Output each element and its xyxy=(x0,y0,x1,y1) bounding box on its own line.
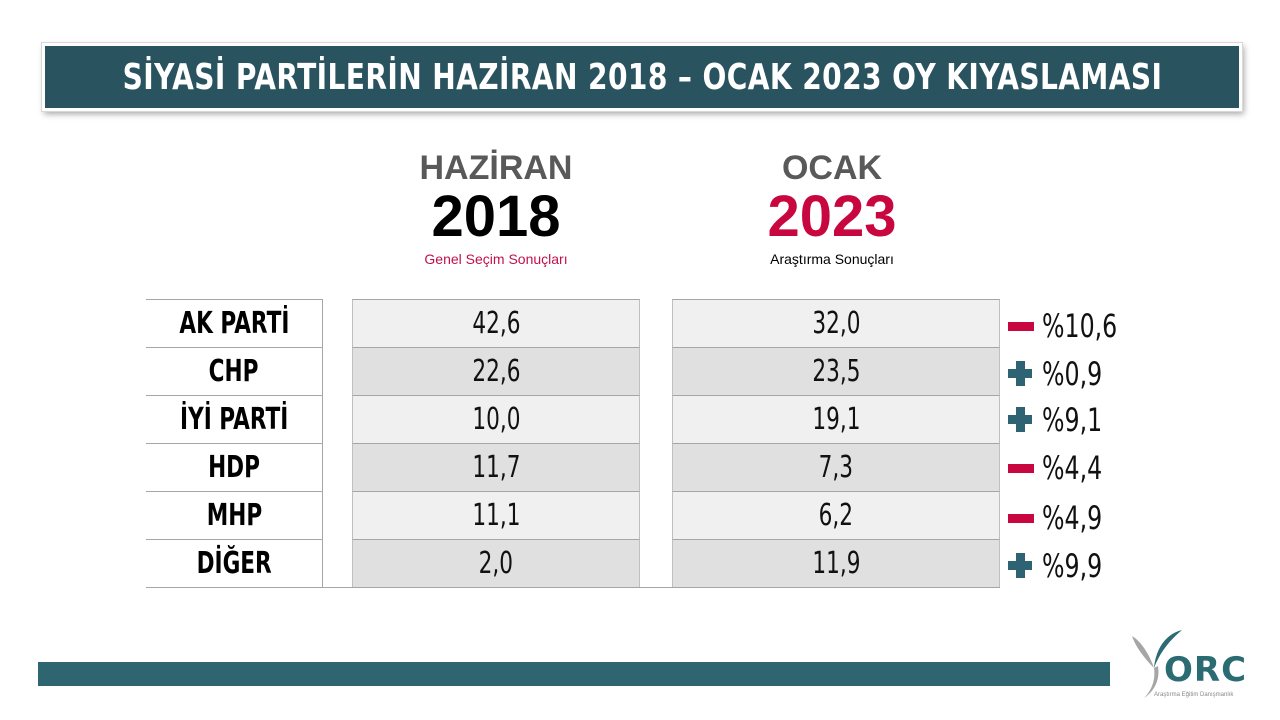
value-2023: 11,9 xyxy=(672,539,1000,587)
change-indicator: %9,1 xyxy=(1008,396,1123,444)
spacer xyxy=(322,443,352,491)
change-value: %9,1 xyxy=(1042,401,1103,439)
spacer xyxy=(640,443,672,491)
change-indicator: %4,4 xyxy=(1008,444,1123,492)
value-2018: 2,0 xyxy=(352,539,640,587)
page-title: SİYASİ PARTİLERİN HAZİRAN 2018 – OCAK 20… xyxy=(122,56,1162,98)
spacer xyxy=(322,347,352,395)
change-indicator: %0,9 xyxy=(1008,350,1123,398)
plus-icon xyxy=(1008,407,1034,433)
logo-leaf-icon xyxy=(1132,630,1182,698)
change-value: %9,9 xyxy=(1042,547,1103,585)
value-2018: 11,7 xyxy=(352,443,640,491)
column-month-2018: HAZİRAN xyxy=(419,149,573,187)
party-name: HDP xyxy=(146,443,322,491)
column-header-2018: HAZİRAN 2018 Genel Seçim Sonuçları xyxy=(352,150,640,268)
value-2023: 19,1 xyxy=(672,395,1000,443)
orc-logo: ORC Araştırma Eğitim Danışmanlık xyxy=(1126,628,1266,708)
plus-icon xyxy=(1008,553,1034,579)
table-bottom-border xyxy=(146,587,1000,588)
column-month-2023: OCAK xyxy=(781,149,883,187)
minus-icon xyxy=(1008,455,1034,481)
table-row: AK PARTİ 42,6 32,0 xyxy=(146,299,1000,347)
change-indicator: %4,9 xyxy=(1008,494,1123,542)
column-subtitle-2018: Genel Seçim Sonuçları xyxy=(424,251,568,267)
table-row: HDP 11,7 7,3 xyxy=(146,443,1000,491)
footer-bar xyxy=(38,662,1110,686)
value-2018: 10,0 xyxy=(352,395,640,443)
value-2018: 42,6 xyxy=(352,299,640,347)
table-row: DİĞER 2,0 11,9 xyxy=(146,539,1000,587)
table-row: MHP 11,1 6,2 xyxy=(146,491,1000,539)
value-2023: 32,0 xyxy=(672,299,1000,347)
logo-text: ORC xyxy=(1164,650,1248,690)
party-name: AK PARTİ xyxy=(146,299,322,347)
change-value: %4,4 xyxy=(1042,449,1103,487)
change-value: %4,9 xyxy=(1042,499,1103,537)
spacer xyxy=(322,491,352,539)
value-2023: 7,3 xyxy=(672,443,1000,491)
minus-icon xyxy=(1008,313,1034,339)
column-subtitle-2023: Araştırma Sonuçları xyxy=(770,251,894,267)
title-banner: SİYASİ PARTİLERİN HAZİRAN 2018 – OCAK 20… xyxy=(42,43,1242,111)
spacer xyxy=(640,539,672,587)
table-row: CHP 22,6 23,5 xyxy=(146,347,1000,395)
change-indicator: %10,6 xyxy=(1008,302,1144,350)
value-2023: 23,5 xyxy=(672,347,1000,395)
change-value: %0,9 xyxy=(1042,355,1103,393)
spacer xyxy=(640,299,672,347)
spacer xyxy=(640,395,672,443)
spacer xyxy=(640,491,672,539)
logo-tagline: Araştırma Eğitim Danışmanlık xyxy=(1154,692,1234,698)
spacer xyxy=(322,539,352,587)
plus-icon xyxy=(1008,361,1034,387)
party-name: İYİ PARTİ xyxy=(146,395,322,443)
column-year-2018: 2018 xyxy=(431,184,561,249)
column-year-2023: 2023 xyxy=(767,184,897,249)
change-indicator: %9,9 xyxy=(1008,542,1123,590)
party-name: MHP xyxy=(146,491,322,539)
change-value: %10,6 xyxy=(1042,307,1118,345)
spacer xyxy=(322,395,352,443)
value-2018: 11,1 xyxy=(352,491,640,539)
party-name: CHP xyxy=(146,347,322,395)
minus-icon xyxy=(1008,505,1034,531)
party-name: DİĞER xyxy=(146,539,322,587)
spacer xyxy=(322,299,352,347)
column-header-2023: OCAK 2023 Araştırma Sonuçları xyxy=(672,150,992,268)
value-2018: 22,6 xyxy=(352,347,640,395)
spacer xyxy=(640,347,672,395)
table-row: İYİ PARTİ 10,0 19,1 xyxy=(146,395,1000,443)
value-2023: 6,2 xyxy=(672,491,1000,539)
